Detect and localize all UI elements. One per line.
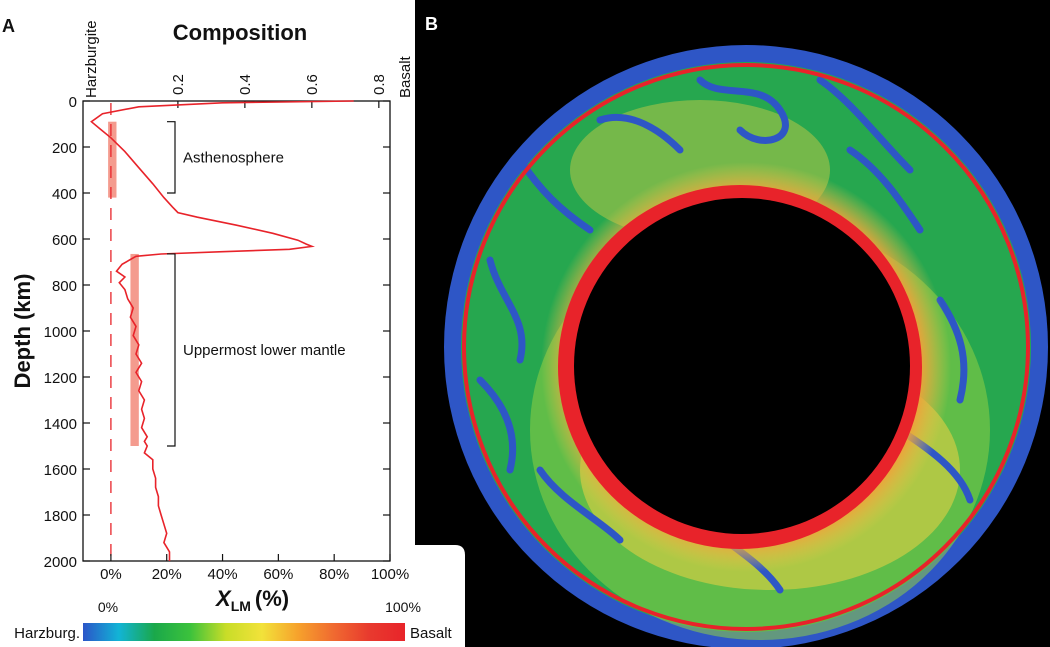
chart-title: Composition [173,20,307,45]
y-tick-label: 2000 [44,554,77,571]
annotation-bracket [167,253,176,447]
x-axis: 0% 20% 40% 60% 80% 100% [100,554,409,583]
y-tick-label: 1600 [44,462,77,479]
top-axis-right-end-label: Basalt [397,55,414,98]
top-axis-ticks: 0.2 0.4 0.6 0.8 [170,74,388,108]
x-tick-label: 80% [319,566,349,583]
top-tick-label: 0.8 [371,74,388,95]
x-axis-label-unit: (%) [255,586,289,611]
x-tick-label: 40% [208,566,238,583]
x-tick-label: 20% [152,566,182,583]
colorbar-bar [83,623,405,641]
top-tick-label: 0.6 [304,74,321,95]
y-tick-label: 400 [52,186,77,203]
y-tick-label: 800 [52,278,77,295]
y-tick-label: 0 [69,94,77,111]
inner-core [574,198,910,534]
shaded-band [130,253,139,446]
composition-profile-line [90,100,354,561]
y-tick-label: 1400 [44,416,77,433]
shaded-band [108,121,117,198]
annotation-label: Uppermost lower mantle [183,342,346,359]
x-tick-label: 60% [263,566,293,583]
panel-b-label: B [425,14,438,34]
annotations: Asthenosphere Uppermost lower mantle [167,121,346,447]
annotation-label: Asthenosphere [183,149,284,166]
ring-red-thin-line [462,63,1030,631]
colorbar-left-label: Harzburg. [14,625,80,642]
shaded-bands [108,121,139,446]
y-tick-label: 200 [52,140,77,157]
y-tick-label: 1800 [44,508,77,525]
plot-frame [82,100,391,562]
y-axis: 0 200 400 600 800 1000 1200 1400 1600 1800 2000 [44,94,390,571]
x-tick-label: 100% [371,566,409,583]
annotation-bracket [167,121,176,194]
top-tick-label: 0.4 [237,74,254,95]
top-axis-left-end-label: Harzburgite [83,20,100,98]
x-axis-label-main: X [214,586,232,611]
panel-b-notch [415,545,465,647]
y-tick-label: 1000 [44,324,77,341]
panel-a-label: A [2,16,15,36]
x-axis-label-sub: LM [231,598,251,614]
y-tick-label: 1200 [44,370,77,387]
y-axis-label: Depth (km) [10,274,35,389]
colorbar: 0% 100% Harzburg. Basalt [14,599,452,642]
panel-b: B [415,0,1050,647]
x-axis-label: XLM (%) [214,586,289,614]
x-tick-label: 0% [100,566,122,583]
colorbar-tick-left: 0% [98,599,118,615]
y-tick-label: 600 [52,232,77,249]
top-tick-label: 0.2 [170,74,187,95]
colorbar-tick-right: 100% [385,599,421,615]
panel-a: A Composition Harzburgite Basalt 0.2 0.4 0… [2,16,453,642]
colorbar-right-label: Basalt [410,625,453,642]
blue-swirl-streaks [476,76,974,594]
